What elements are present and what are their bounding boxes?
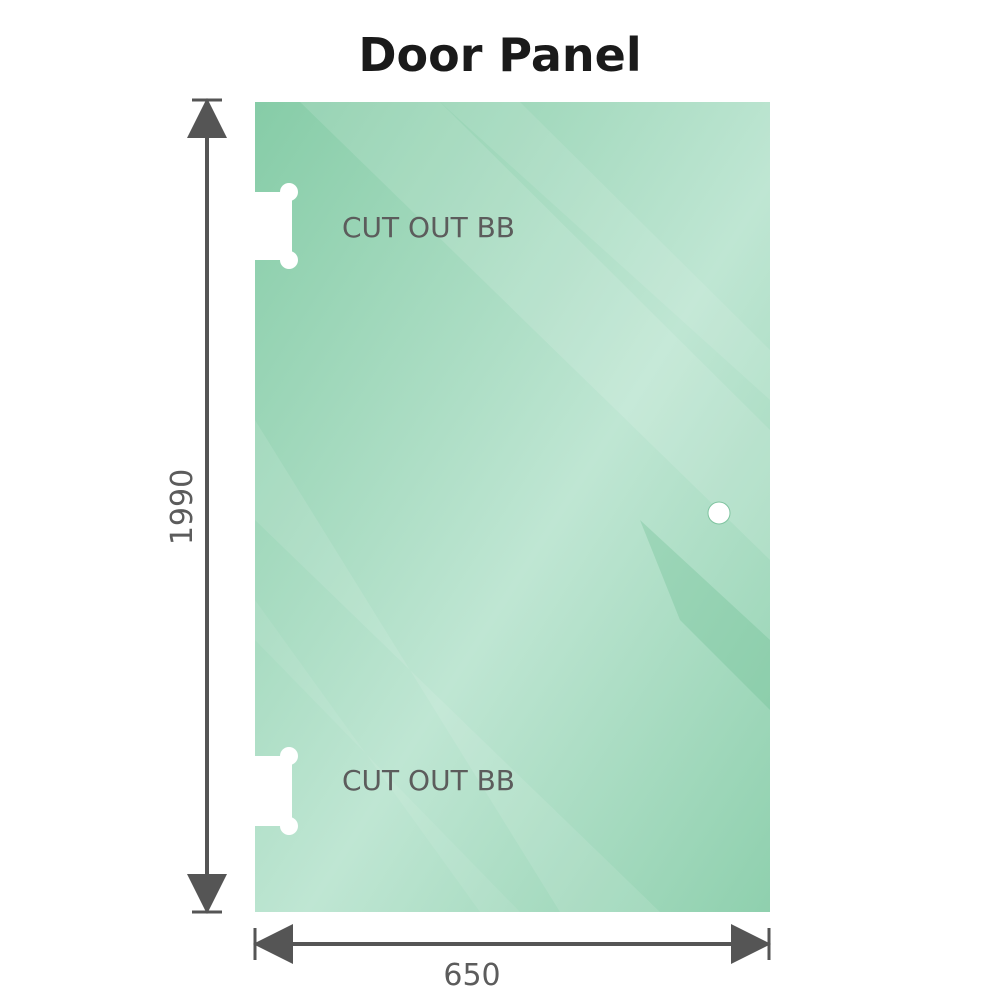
width-label: 650 [443,958,500,993]
height-dimension: 1990 [165,98,227,914]
diagram-title: Door Panel [358,28,642,82]
width-dimension: 650 [253,924,771,993]
cutout-top [250,183,298,269]
cutout-label-bottom: CUT OUT BB [342,764,515,797]
handle-hole [707,501,731,525]
height-label: 1990 [165,469,200,545]
cutout-label-top: CUT OUT BB [342,211,515,244]
cutout-bottom [250,747,298,835]
glass-panel [255,102,770,912]
